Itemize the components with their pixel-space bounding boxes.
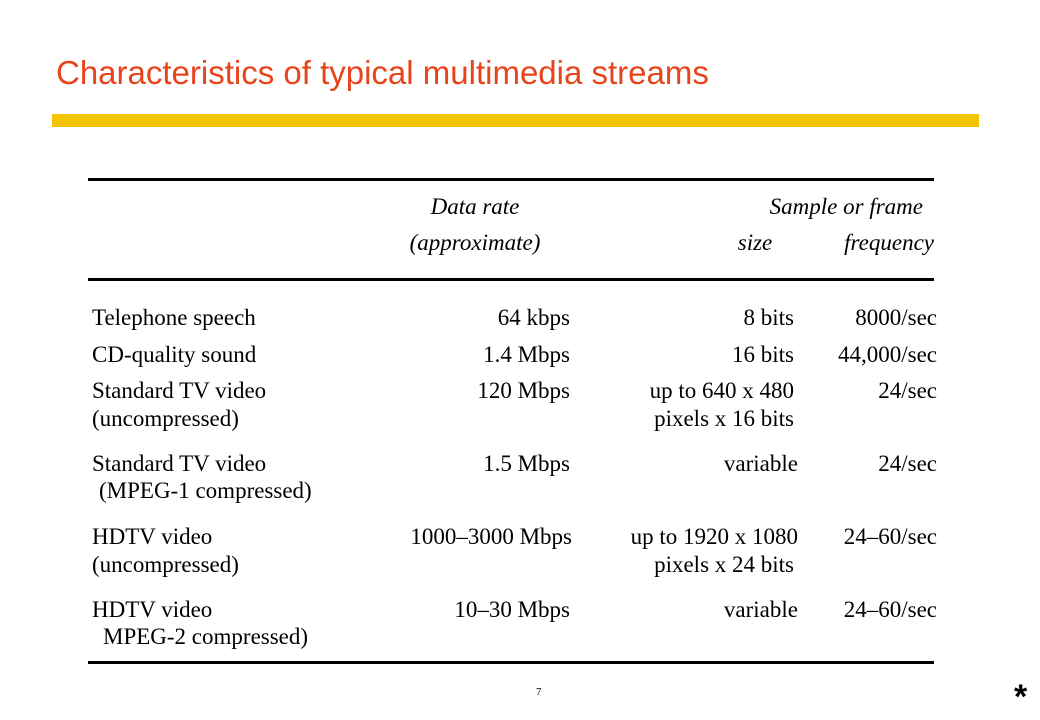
stream-name-note: (MPEG-1 compressed) [99, 478, 312, 503]
stream-name-note: MPEG-2 compressed) [103, 624, 309, 649]
data-rate-cell: 1.4 Mbps [483, 342, 570, 367]
header-frequency: frequency [844, 230, 934, 255]
header-sample-or-frame: Sample or frame [769, 194, 923, 219]
stream-name: HDTV video [92, 597, 213, 622]
data-rate-cell: 120 Mbps [477, 378, 570, 403]
stream-name-note: (uncompressed) [92, 552, 239, 577]
stream-name: CD-quality sound [92, 342, 257, 367]
stream-name: Standard TV video [92, 378, 267, 403]
sample-size-cell: variable [723, 597, 798, 622]
table-bottom-rule [88, 661, 934, 664]
table-top-rule [88, 178, 934, 181]
sample-size-cell: up to 640 x 480 [649, 378, 794, 403]
frequency-cell: 24/sec [878, 378, 937, 403]
slide-marker-asterisk: * [1014, 678, 1028, 716]
sample-size-cell: 16 bits [732, 342, 794, 367]
frequency-cell: 24–60/sec [843, 524, 937, 549]
stream-name-note: (uncompressed) [92, 406, 239, 431]
header-data-rate-approx: (approximate) [409, 230, 541, 255]
page-number: 7 [536, 686, 542, 698]
table-header-rule [88, 278, 934, 281]
stream-name: HDTV video [92, 524, 213, 549]
data-rate-cell: 10–30 Mbps [454, 597, 570, 622]
sample-size-cell-line2: pixels x 24 bits [654, 552, 794, 577]
frequency-cell: 24/sec [878, 451, 937, 476]
sample-size-cell: variable [723, 451, 798, 476]
frequency-cell: 44,000/sec [837, 342, 937, 367]
header-data-rate: Data rate [430, 194, 520, 219]
frequency-cell: 24–60/sec [843, 597, 937, 622]
data-rate-cell: 1000–3000 Mbps [410, 524, 572, 549]
frequency-cell: 8000/sec [855, 305, 937, 330]
page-title: Characteristics of typical multimedia st… [56, 54, 709, 91]
data-rate-cell: 64 kbps [497, 305, 570, 330]
data-rate-cell: 1.5 Mbps [483, 451, 570, 476]
header-size: size [737, 230, 773, 255]
sample-size-cell: up to 1920 x 1080 [630, 524, 798, 549]
stream-name: Telephone speech [92, 305, 256, 330]
title-underline-bar [52, 114, 979, 127]
stream-name: Standard TV video [92, 451, 267, 476]
sample-size-cell-line2: pixels x 16 bits [654, 406, 794, 431]
sample-size-cell: 8 bits [743, 305, 794, 330]
